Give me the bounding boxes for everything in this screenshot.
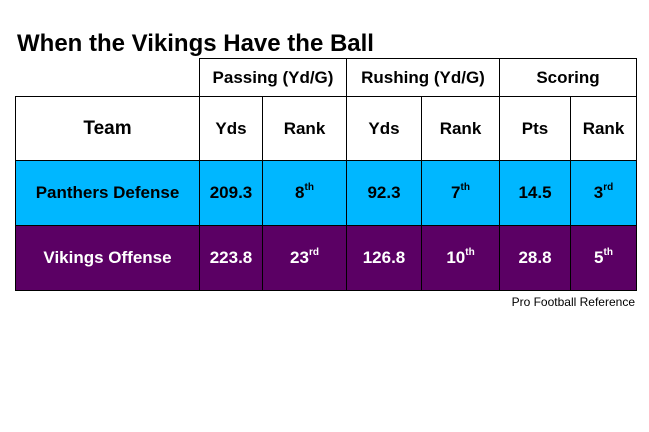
rank-number: 5: [594, 248, 604, 267]
rush-rank-cell: 10th: [421, 225, 500, 291]
rush-rank-cell: 7th: [421, 160, 500, 226]
rank-number: 10: [446, 248, 466, 267]
rank-number: 23: [290, 248, 309, 267]
rush-yds-cell: 92.3: [346, 160, 422, 226]
source-credit: Pro Football Reference: [511, 295, 635, 309]
column-header-rush-yds: Yds: [346, 96, 422, 161]
rank-suffix: th: [465, 247, 475, 259]
rank-suffix: th: [304, 182, 314, 194]
column-header-rush-rank: Rank: [421, 96, 500, 161]
group-header-rushing: Rushing (Yd/G): [346, 58, 500, 97]
rank-suffix: rd: [603, 182, 614, 194]
pass-rank-cell: 23rd: [262, 225, 347, 291]
table-row-panthers-defense: Panthers Defense 209.3 8th 92.3 7th 14.5…: [15, 160, 637, 226]
column-header-team: Team: [15, 96, 200, 161]
rank-suffix: rd: [308, 247, 319, 259]
blank-corner-cell: [15, 58, 200, 97]
rank-suffix: th: [460, 182, 470, 194]
pts-cell: 14.5: [499, 160, 571, 226]
pts-rank-cell: 5th: [570, 225, 637, 291]
column-header-row: Team Yds Rank Yds Rank Pts Rank: [15, 96, 637, 161]
column-header-pass-rank: Rank: [262, 96, 347, 161]
group-header-row: Passing (Yd/G) Rushing (Yd/G) Scoring: [15, 58, 637, 97]
rush-yds-cell: 126.8: [346, 225, 422, 291]
table-row-vikings-offense: Vikings Offense 223.8 23rd 126.8 10th 28…: [15, 225, 637, 291]
rank-number: 7: [451, 183, 461, 202]
group-header-passing: Passing (Yd/G): [199, 58, 347, 97]
rank-number: 3: [593, 183, 604, 202]
page-title: When the Vikings Have the Ball: [17, 30, 374, 57]
column-header-pts: Pts: [499, 96, 571, 161]
team-name-cell: Vikings Offense: [15, 225, 200, 291]
pass-rank-cell: 8th: [262, 160, 347, 226]
column-header-pass-yds: Yds: [199, 96, 263, 161]
team-name-cell: Panthers Defense: [15, 160, 200, 226]
stats-table: Passing (Yd/G) Rushing (Yd/G) Scoring Te…: [15, 58, 637, 291]
pass-yds-cell: 223.8: [199, 225, 263, 291]
group-header-scoring: Scoring: [499, 58, 637, 97]
column-header-pts-rank: Rank: [570, 96, 637, 161]
pts-rank-cell: 3rd: [570, 160, 637, 226]
rank-suffix: th: [603, 247, 613, 259]
rank-number: 8: [295, 183, 305, 202]
pass-yds-cell: 209.3: [199, 160, 263, 226]
pts-cell: 28.8: [499, 225, 571, 291]
